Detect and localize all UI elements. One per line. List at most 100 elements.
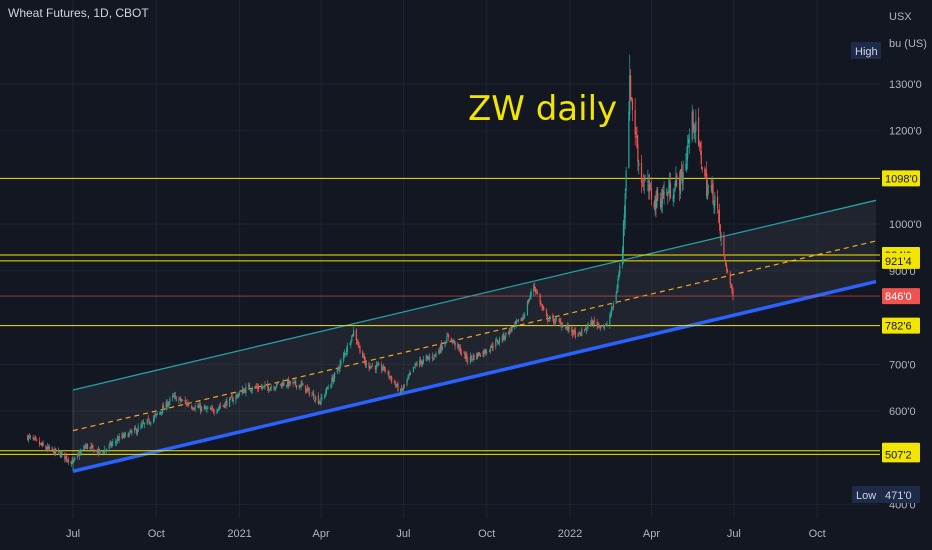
candle-body [29,436,32,438]
candle-body [391,376,393,382]
candle-body [732,290,734,297]
candle-body [206,408,208,410]
candle-body [687,145,689,158]
candle-body [34,437,36,439]
candle-body [122,434,124,438]
candle-body [186,403,188,406]
candle-body [446,335,448,343]
candle-body [123,435,125,438]
candle-body [503,334,505,339]
candle-body [92,444,94,448]
candle-body [640,162,643,183]
candle-body [414,363,416,368]
candle-body [352,334,354,336]
candle-body [615,293,617,304]
symbol-header[interactable]: Wheat Futures, 1D, CBOT [8,6,149,20]
candle-body [649,185,652,188]
time-tick-label: 2022 [558,528,582,540]
level-price-tag-bg [882,252,920,269]
candle-body [193,409,195,411]
candle-body [590,322,592,326]
candle-body [109,442,111,444]
candle-body [199,405,201,408]
candle-body [116,438,118,441]
time-axis[interactable]: Jul Oct 2021 Apr Jul Oct 2022 Apr Jul Oct [66,528,826,540]
candle-body [457,344,459,348]
candle-body [574,330,577,338]
candle-body [359,345,361,353]
candle-body [558,318,560,321]
candle-body [401,389,404,391]
candle-body [731,285,733,292]
candle-body [90,445,92,447]
candle-body [141,424,143,427]
candle-body [98,448,100,453]
candle-body [301,382,303,385]
candle-body [396,384,398,387]
candle-body [486,352,488,353]
candle-body [448,335,450,338]
candle-body [672,196,674,202]
price-tick-label: 900'0 [889,266,916,278]
candle-body [232,399,234,402]
candle-body [695,121,697,132]
candle-body [59,453,61,458]
candle-body [338,369,340,371]
candle-body [565,327,567,329]
candle-body [415,363,417,365]
candle-body [190,406,193,409]
candle-body [451,339,453,342]
candle-body [143,422,145,424]
candle-body [121,436,123,438]
candle-body [584,329,586,331]
candle-body [238,392,241,396]
candle-body [340,360,342,364]
candle-body [612,303,615,308]
candle-body [129,430,131,432]
candle-body [533,285,535,292]
price-axis[interactable]: USX bu (US) 1300'0 1200'0 1000'0 900'0 700'0 60… [851,11,927,511]
candle-body [542,306,544,309]
candle-body [111,443,113,446]
candle-body [688,138,691,143]
low-value-bg [882,486,920,503]
candle-body [65,456,67,459]
candle-body [706,173,708,197]
candle-body [593,319,596,323]
candle-body [384,370,386,372]
candle-body [539,293,541,305]
candle-body [281,384,283,387]
candle-body [729,272,731,285]
candle-body [724,254,726,261]
candle-body [376,364,378,366]
candle-body [236,394,238,396]
candle-body [254,386,256,389]
candle-body [267,383,269,388]
candle-body [133,428,136,431]
candle-body [648,184,650,192]
candle-body [649,181,651,191]
candle-body [491,345,493,348]
candle-body [51,447,53,451]
candle-body [339,363,341,369]
candle-body [162,406,164,414]
candle-body [73,459,75,461]
candle-body [630,75,632,99]
candle-body [296,385,298,388]
candle-body [283,383,285,385]
candle-body [725,261,727,266]
candle-body [655,198,657,208]
candle-body [704,167,706,177]
candle-body [279,384,281,386]
chart-annotation: ZW daily [468,89,617,129]
candle-body [105,449,108,451]
candle-body [554,318,557,324]
candle-body [370,365,372,369]
candle-body [643,181,645,183]
candle-body [453,341,455,343]
candle-body [369,367,371,368]
candle-body [517,319,519,322]
candle-body [314,399,316,401]
candle-body [629,75,631,115]
